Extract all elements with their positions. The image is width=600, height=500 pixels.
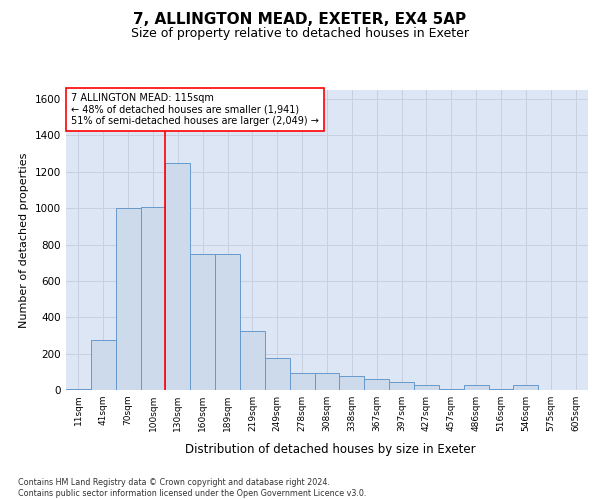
Bar [389,382,414,390]
Bar [340,376,364,390]
Text: Size of property relative to detached houses in Exeter: Size of property relative to detached ho… [131,28,469,40]
Bar [116,208,140,390]
Bar [91,340,116,390]
Text: Distribution of detached houses by size in Exeter: Distribution of detached houses by size … [185,442,475,456]
Bar [166,162,190,390]
Bar [464,384,488,390]
Bar [314,372,340,390]
Bar [364,379,389,390]
Bar [190,254,215,390]
Bar [439,389,464,390]
Text: 7 ALLINGTON MEAD: 115sqm
← 48% of detached houses are smaller (1,941)
51% of sem: 7 ALLINGTON MEAD: 115sqm ← 48% of detach… [71,93,319,126]
Bar [240,331,265,390]
Bar [66,388,91,390]
Text: Contains HM Land Registry data © Crown copyright and database right 2024.
Contai: Contains HM Land Registry data © Crown c… [18,478,367,498]
Text: 7, ALLINGTON MEAD, EXETER, EX4 5AP: 7, ALLINGTON MEAD, EXETER, EX4 5AP [133,12,467,28]
Bar [514,384,538,390]
Bar [140,208,166,390]
Bar [414,384,439,390]
Bar [215,254,240,390]
Y-axis label: Number of detached properties: Number of detached properties [19,152,29,328]
Bar [290,372,314,390]
Bar [265,358,290,390]
Bar [488,389,514,390]
